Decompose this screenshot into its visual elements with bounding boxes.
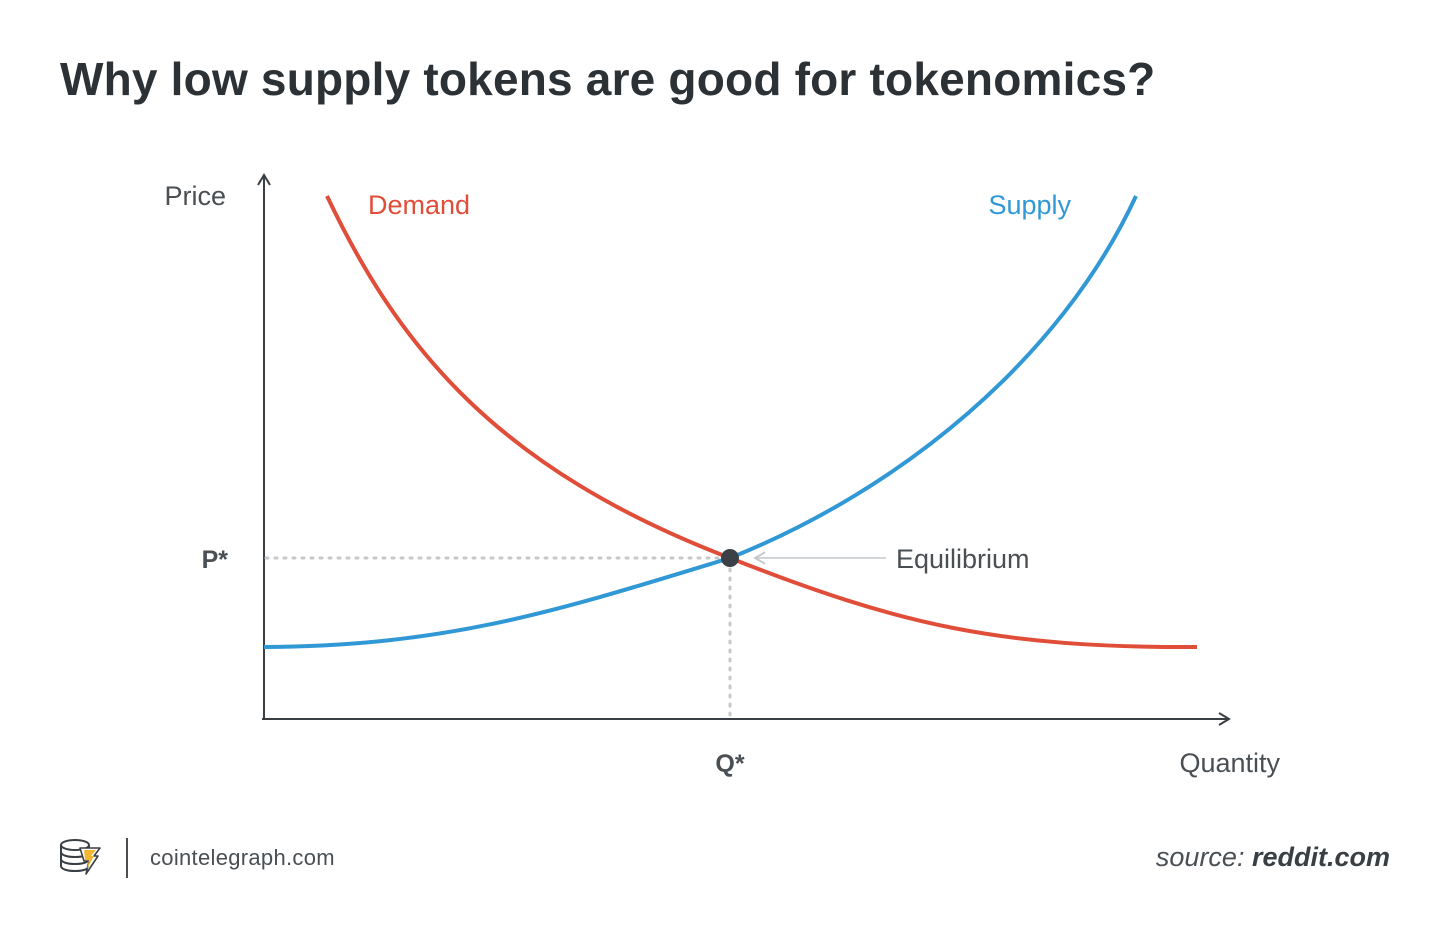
footer-brand: cointelegraph.com [58, 836, 335, 880]
source-credit: source: reddit.com [1156, 842, 1390, 873]
demand-label: Demand [368, 190, 470, 220]
supply-curve [263, 195, 1138, 649]
supply-label: Supply [988, 190, 1071, 220]
y-axis [257, 173, 271, 720]
cointelegraph-logo-icon [58, 836, 104, 881]
q-star-label: Q* [715, 750, 744, 778]
source-label: source: [1155, 842, 1245, 872]
x-axis-label: Quantity [1179, 748, 1280, 778]
source-value: reddit.com [1251, 842, 1390, 872]
chart-title: Why low supply tokens are good for token… [60, 53, 1156, 105]
y-axis-label: Price [164, 181, 226, 211]
site-name: cointelegraph.com [150, 845, 335, 870]
footer-divider [126, 838, 128, 878]
demand-curve [325, 195, 1198, 650]
equilibrium-point [721, 549, 739, 567]
x-axis [262, 712, 1231, 726]
equilibrium-label: Equilibrium [896, 544, 1030, 574]
p-star-label: P* [202, 546, 229, 574]
